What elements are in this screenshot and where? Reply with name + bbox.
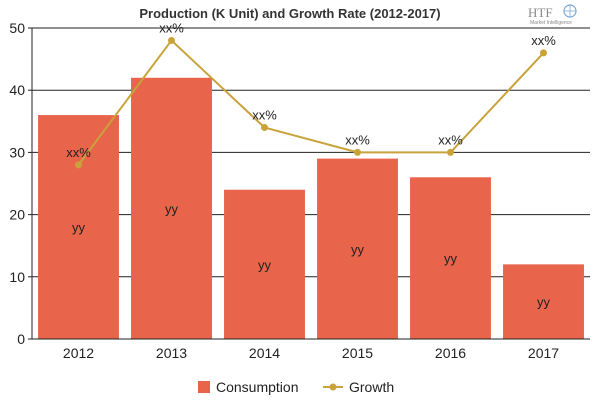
growth-point xyxy=(540,49,547,57)
bar-series xyxy=(38,77,584,339)
growth-point xyxy=(354,148,361,156)
x-tick-label: 2015 xyxy=(342,345,373,361)
legend-growth-marker xyxy=(329,383,337,391)
legend-growth-label: Growth xyxy=(349,379,394,395)
bar-data-label: yy xyxy=(444,251,458,266)
bar xyxy=(317,158,398,339)
y-tick-label: 30 xyxy=(9,144,25,160)
bar-data-label: yy xyxy=(165,201,179,216)
x-tick-label: 2014 xyxy=(249,345,280,361)
bar xyxy=(410,177,491,339)
axes: 0 10 20 30 40 50 2012 2013 2014 2015 2016 2017 xyxy=(9,20,590,361)
logo-subtext: Market Intelligence xyxy=(530,20,572,26)
growth-data-label: xx% xyxy=(531,33,556,48)
bar xyxy=(38,115,119,339)
chart-title: Production (K Unit) and Growth Rate (201… xyxy=(139,6,440,21)
bar-data-label: yy xyxy=(537,295,551,310)
legend-consumption-swatch xyxy=(198,381,210,393)
y-tick-label: 40 xyxy=(9,82,25,98)
growth-data-label: xx% xyxy=(345,132,370,147)
x-tick-label: 2012 xyxy=(63,345,94,361)
y-tick-label: 20 xyxy=(9,207,25,223)
globe-meridian-icon xyxy=(564,5,576,17)
x-tick-label: 2017 xyxy=(528,345,559,361)
growth-data-label: xx% xyxy=(66,145,91,160)
bar-data-label: yy xyxy=(258,257,272,272)
growth-point xyxy=(75,161,82,169)
y-tick-label: 10 xyxy=(9,269,25,285)
line-series xyxy=(75,36,547,169)
growth-data-label: xx% xyxy=(252,108,277,123)
x-tick-label: 2016 xyxy=(435,345,466,361)
data-labels: yy yy yy yy yy yy xx% xx% xx% xx% xx% xx% xyxy=(66,20,556,309)
bar xyxy=(503,264,584,339)
htf-logo: HTF Market Intelligence xyxy=(528,4,577,26)
growth-data-label: xx% xyxy=(159,20,184,35)
growth-point xyxy=(168,36,175,44)
bar xyxy=(224,189,305,339)
y-tick-label: 50 xyxy=(9,20,25,36)
gridlines xyxy=(32,27,590,278)
growth-point xyxy=(447,148,454,156)
bar xyxy=(131,77,212,339)
bar-data-label: yy xyxy=(72,220,86,235)
growth-data-label: xx% xyxy=(438,132,463,147)
growth-line xyxy=(77,38,545,166)
y-tick-label: 0 xyxy=(17,331,25,347)
x-tick-label: 2013 xyxy=(156,345,187,361)
legend-consumption-label: Consumption xyxy=(216,379,299,395)
legend: Consumption Growth xyxy=(198,379,394,395)
logo-text: HTF xyxy=(528,5,553,20)
growth-point xyxy=(261,124,268,132)
bar-data-label: yy xyxy=(351,242,365,257)
